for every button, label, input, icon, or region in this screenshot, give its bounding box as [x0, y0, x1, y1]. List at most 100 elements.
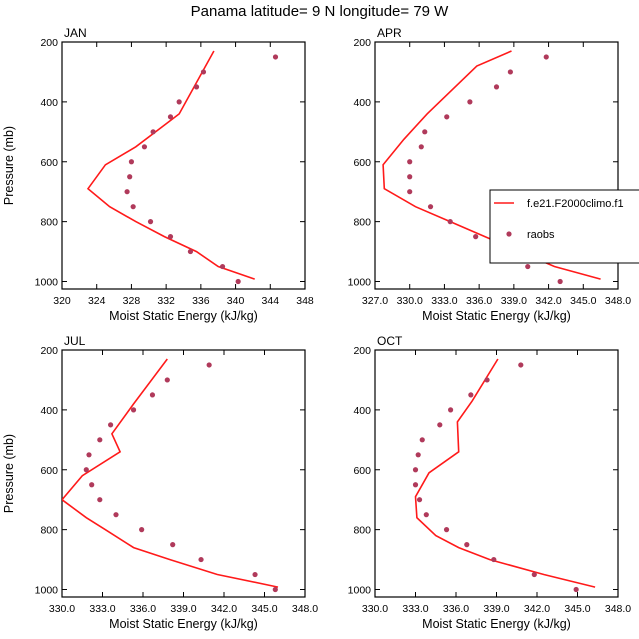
y-tick-label: 200	[40, 345, 58, 357]
x-tick-label: 339.0	[170, 603, 196, 615]
raobs-point	[83, 467, 89, 473]
x-tick-label: 342.0	[211, 603, 237, 615]
x-tick-label: 333.0	[402, 603, 428, 615]
raobs-point	[573, 586, 579, 593]
y-tick-label: 200	[353, 345, 371, 357]
raobs-point	[437, 422, 443, 428]
y-tick-label: 400	[353, 97, 371, 109]
raobs-point	[412, 467, 419, 473]
y-tick-label: 400	[40, 97, 58, 109]
x-tick-label: 339.0	[501, 295, 527, 307]
raobs-point	[167, 234, 174, 240]
model-series-line	[414, 358, 596, 588]
model-series-line	[62, 358, 279, 588]
x-tick-label: 348	[296, 295, 314, 307]
x-tick-label: 348.0	[605, 295, 631, 307]
y-tick-label: 800	[40, 525, 58, 537]
x-axis-label: Moist Static Energy (kJ/kg)	[109, 617, 258, 631]
x-tick-label: 327.0	[362, 295, 388, 307]
raobs-point	[150, 129, 156, 135]
y-tick-label: 1000	[35, 277, 59, 289]
chart-title: Panama latitude= 9 N longitude= 79 W	[190, 3, 449, 20]
legend-raobs-swatch	[506, 231, 512, 237]
raobs-point	[206, 362, 212, 368]
raobs-point	[141, 144, 148, 150]
raobs-point	[86, 452, 92, 458]
y-tick-label: 600	[40, 465, 58, 477]
y-axis-label: Pressure (mb)	[2, 434, 16, 513]
x-tick-label: 345.0	[251, 603, 277, 615]
raobs-point	[124, 189, 130, 195]
raobs-point	[416, 497, 423, 503]
x-tick-label: 336.0	[466, 295, 492, 307]
x-tick-label: 344	[262, 295, 280, 307]
y-tick-label: 1000	[35, 585, 59, 597]
raobs-point	[200, 69, 207, 75]
raobs-point	[147, 219, 154, 225]
raobs-point	[176, 99, 182, 105]
raobs-point	[89, 482, 95, 488]
raobs-point	[130, 204, 136, 210]
x-tick-label: 336.0	[130, 603, 156, 615]
raobs-point	[415, 452, 421, 458]
panel-label-oct: OCT	[377, 334, 403, 348]
x-tick-label: 324	[88, 295, 106, 307]
panel-jul: JUL 330.0 333.0 336.0 339.0 342.0 345.0 348.0 20…	[2, 334, 318, 631]
raobs-point	[468, 392, 474, 398]
y-axis-label: Pressure (mb)	[2, 126, 16, 205]
raobs-point	[97, 437, 103, 443]
panel-oct: OCT 330.0 333.0 336.0 339.0 342.0 345.0 348.0 20…	[348, 334, 632, 631]
x-tick-label: 330.0	[397, 295, 423, 307]
raobs-point	[167, 114, 174, 120]
x-tick-label: 336	[192, 295, 210, 307]
raobs-point	[557, 278, 563, 285]
raobs-point	[493, 84, 500, 90]
raobs-point	[444, 114, 450, 120]
raobs-point	[108, 422, 114, 428]
legend-box	[489, 189, 639, 264]
y-tick-label: 600	[353, 465, 371, 477]
raobs-point	[130, 407, 137, 413]
raobs-point	[418, 144, 424, 150]
raobs-point	[252, 571, 258, 578]
x-tick-label: 330.0	[49, 603, 75, 615]
raobs-point	[531, 571, 537, 578]
y-tick-label: 400	[40, 405, 58, 417]
raobs-point	[448, 407, 454, 413]
panel-label-apr: APR	[377, 26, 402, 40]
x-tick-label: 345.0	[564, 603, 590, 615]
y-tick-label: 800	[40, 217, 58, 229]
plot-frame-oct	[374, 349, 619, 598]
x-tick-label: 345.0	[570, 295, 596, 307]
raobs-point	[128, 159, 135, 165]
raobs-point	[164, 377, 170, 383]
x-tick-label: 330.0	[362, 603, 388, 615]
y-tick-label: 200	[40, 37, 58, 49]
raobs-point	[473, 234, 479, 240]
raobs-point	[525, 263, 531, 270]
raobs-point	[467, 99, 473, 105]
panel-apr: APR 327.0 330.0 333.0 336.0 339.0 342.0 345.0 34…	[348, 26, 632, 323]
x-tick-label: 332	[157, 295, 175, 307]
x-axis-label: Moist Static Energy (kJ/kg)	[109, 309, 258, 323]
x-tick-label: 333.0	[89, 603, 115, 615]
raobs-point	[407, 174, 413, 180]
raobs-point	[407, 189, 413, 195]
raobs-point	[543, 54, 549, 60]
legend-model-label: f.e21.F2000climo.f1	[527, 198, 624, 210]
x-axis-label: Moist Static Energy (kJ/kg)	[422, 309, 571, 323]
raobs-point	[419, 437, 425, 443]
panel-label-jul: JUL	[64, 334, 86, 348]
raobs-point	[198, 556, 204, 563]
raobs-point	[193, 84, 200, 90]
plot-frame-jul	[61, 349, 306, 598]
x-tick-label: 342.0	[524, 603, 550, 615]
x-tick-label: 328	[123, 295, 141, 307]
raobs-point	[187, 248, 194, 255]
raobs-point	[464, 542, 470, 548]
raobs-point	[443, 527, 450, 533]
y-tick-label: 600	[353, 157, 371, 169]
y-tick-label: 200	[353, 37, 371, 49]
x-tick-label: 339.0	[483, 603, 509, 615]
raobs-point	[127, 174, 133, 180]
